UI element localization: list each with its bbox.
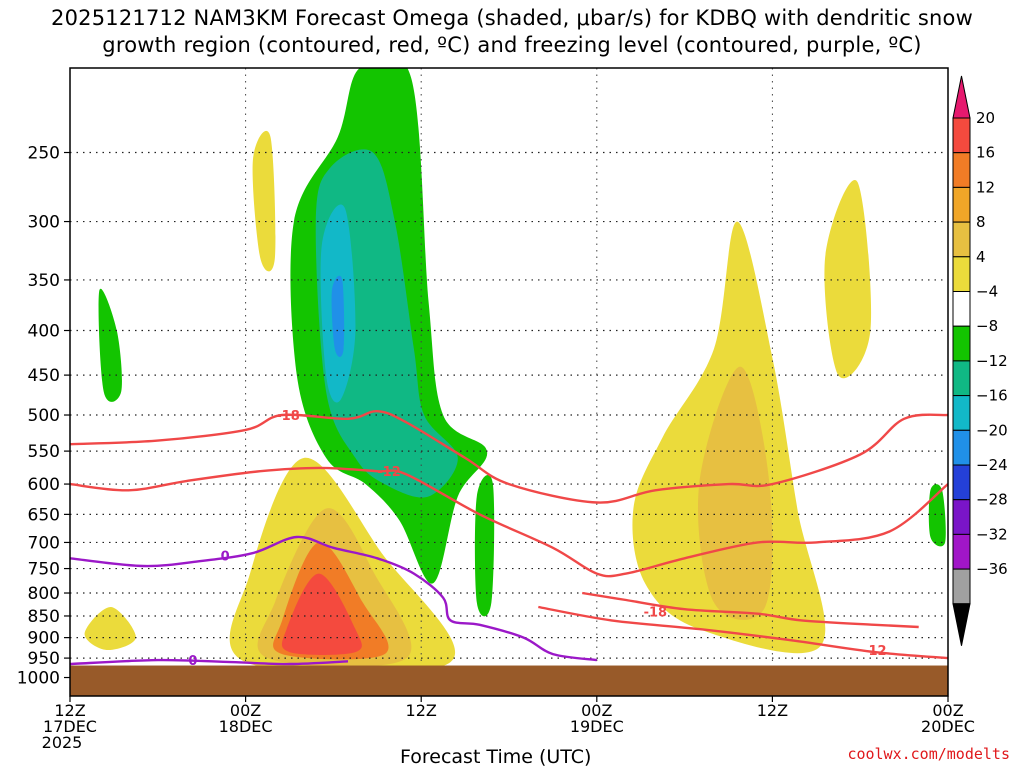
colorbar-band-8: [952, 395, 971, 431]
x-tick-label-0-3: 2025: [42, 733, 83, 752]
colorbar-label-6: −8: [976, 317, 998, 335]
y-tick-label-650: 650: [28, 505, 60, 525]
y-tick-label-500: 500: [28, 406, 60, 426]
y-tick-label-800: 800: [28, 584, 60, 604]
colorbar-top-arrow: [952, 75, 971, 119]
colorbar-band-12: [952, 533, 971, 570]
x-axis-label: Forecast Time (UTC): [400, 746, 592, 768]
colorbar-band-10: [952, 464, 971, 501]
x-tick-label-12-2: 18DEC: [219, 717, 273, 736]
colorbar-label-10: −24: [976, 456, 1008, 474]
colorbar: 20 16 12 8 4 −4 −8 −12 −16 −20 −24 −28 −32 −36: [952, 75, 1008, 646]
y-tick-label-900: 900: [28, 629, 60, 649]
colorbar-band-6: [952, 325, 971, 362]
colorbar-band-5: [952, 291, 971, 327]
contour-label-5: 0: [188, 654, 197, 669]
omega-region-15: [928, 484, 946, 547]
y-axis: 2503003504004505005506006507007508008509…: [17, 144, 70, 689]
omega-region-10: [315, 149, 458, 498]
contour-label-4: 0: [221, 550, 230, 565]
y-tick-label-1000: 1000: [17, 669, 60, 689]
colorbar-label-4: 4: [976, 248, 986, 266]
dendritic-contour-0: [70, 409, 948, 504]
freezing-contour-5: [70, 658, 349, 666]
contour-label-2: -18: [644, 605, 668, 620]
colorbar-label-1: 16: [976, 144, 995, 162]
plot-frame: [69, 67, 949, 697]
y-tick-label-850: 850: [28, 607, 60, 627]
colorbar-label-9: −20: [976, 421, 1008, 439]
y-tick-label-600: 600: [28, 475, 60, 495]
contour-label-0: -18: [276, 409, 300, 424]
x-tick-label-48-1: 12Z: [757, 701, 788, 720]
x-tick-label-0-1: 12Z: [54, 701, 85, 720]
colorbar-label-12: −32: [976, 525, 1008, 543]
colorbar-band-9: [952, 429, 971, 466]
y-tick-label-350: 350: [28, 271, 60, 291]
x-tick-label-24-1: 12Z: [406, 701, 437, 720]
colorbar-band-13: [952, 568, 971, 605]
dendritic-contour-1: [70, 466, 948, 578]
y-tick-label-550: 550: [28, 442, 60, 462]
colorbar-label-7: −12: [976, 352, 1008, 370]
colorbar-band-4: [952, 256, 971, 292]
x-tick-label-36-1: 00Z: [581, 701, 612, 720]
colorbar-band-7: [952, 360, 971, 397]
y-tick-label-950: 950: [28, 649, 60, 669]
y-tick-label-250: 250: [28, 144, 60, 164]
omega-region-8: [252, 130, 276, 272]
y-tick-label-400: 400: [28, 322, 60, 342]
x-tick-label-60-1: 00Z: [932, 701, 963, 720]
contour-label-1: -12: [377, 465, 401, 480]
colorbar-label-3: 8: [976, 213, 986, 231]
omega-region-6: [824, 179, 872, 379]
omega-region-3: [281, 573, 362, 655]
dendritic-contour-3: [538, 605, 948, 660]
x-tick-label-0-2: 17DEC: [43, 717, 97, 736]
colorbar-bottom-arrow: [952, 603, 971, 646]
omega-shading: [84, 68, 946, 675]
colorbar-label-0: 20: [976, 109, 995, 127]
x-tick-label-60-2: 20DEC: [921, 717, 975, 736]
y-tick-label-700: 700: [28, 533, 60, 553]
colorbar-band-3: [952, 221, 971, 258]
y-tick-label-300: 300: [28, 213, 60, 233]
omega-region-7: [84, 606, 136, 651]
x-tick-label-36-2: 19DEC: [570, 717, 624, 736]
colorbar-label-8: −16: [976, 387, 1008, 405]
omega-region-13: [98, 288, 122, 402]
chart-title-line-1: 2025121712 NAM3KM Forecast Omega (shaded…: [51, 6, 973, 30]
colorbar-band-11: [952, 499, 971, 535]
colorbar-label-5: −4: [976, 283, 998, 301]
colorbar-band-0: [952, 117, 971, 154]
dendritic-contour-2: [582, 591, 919, 629]
chart-title-line-2: growth region (contoured, red, ºC) and f…: [102, 33, 922, 57]
terrain-ground: [70, 665, 948, 696]
omega-region-5: [697, 366, 773, 620]
colorbar-label-11: −28: [976, 491, 1008, 509]
x-tick-label-12-1: 00Z: [230, 701, 261, 720]
omega-region-12: [331, 275, 345, 357]
omega-region-14: [474, 475, 495, 617]
credit-link[interactable]: coolwx.com/modelts: [847, 745, 1010, 763]
colorbar-band-2: [952, 186, 971, 223]
colorbar-label-13: −36: [976, 560, 1008, 578]
contour-label-3: -12: [863, 644, 887, 659]
temperature-contours: -18 -12 -18 -12 0 0: [70, 409, 948, 669]
colorbar-label-2: 12: [976, 178, 995, 196]
freezing-contour-4: [70, 535, 597, 662]
y-tick-label-750: 750: [28, 560, 60, 580]
colorbar-band-1: [952, 152, 971, 188]
y-tick-label-450: 450: [28, 366, 60, 386]
